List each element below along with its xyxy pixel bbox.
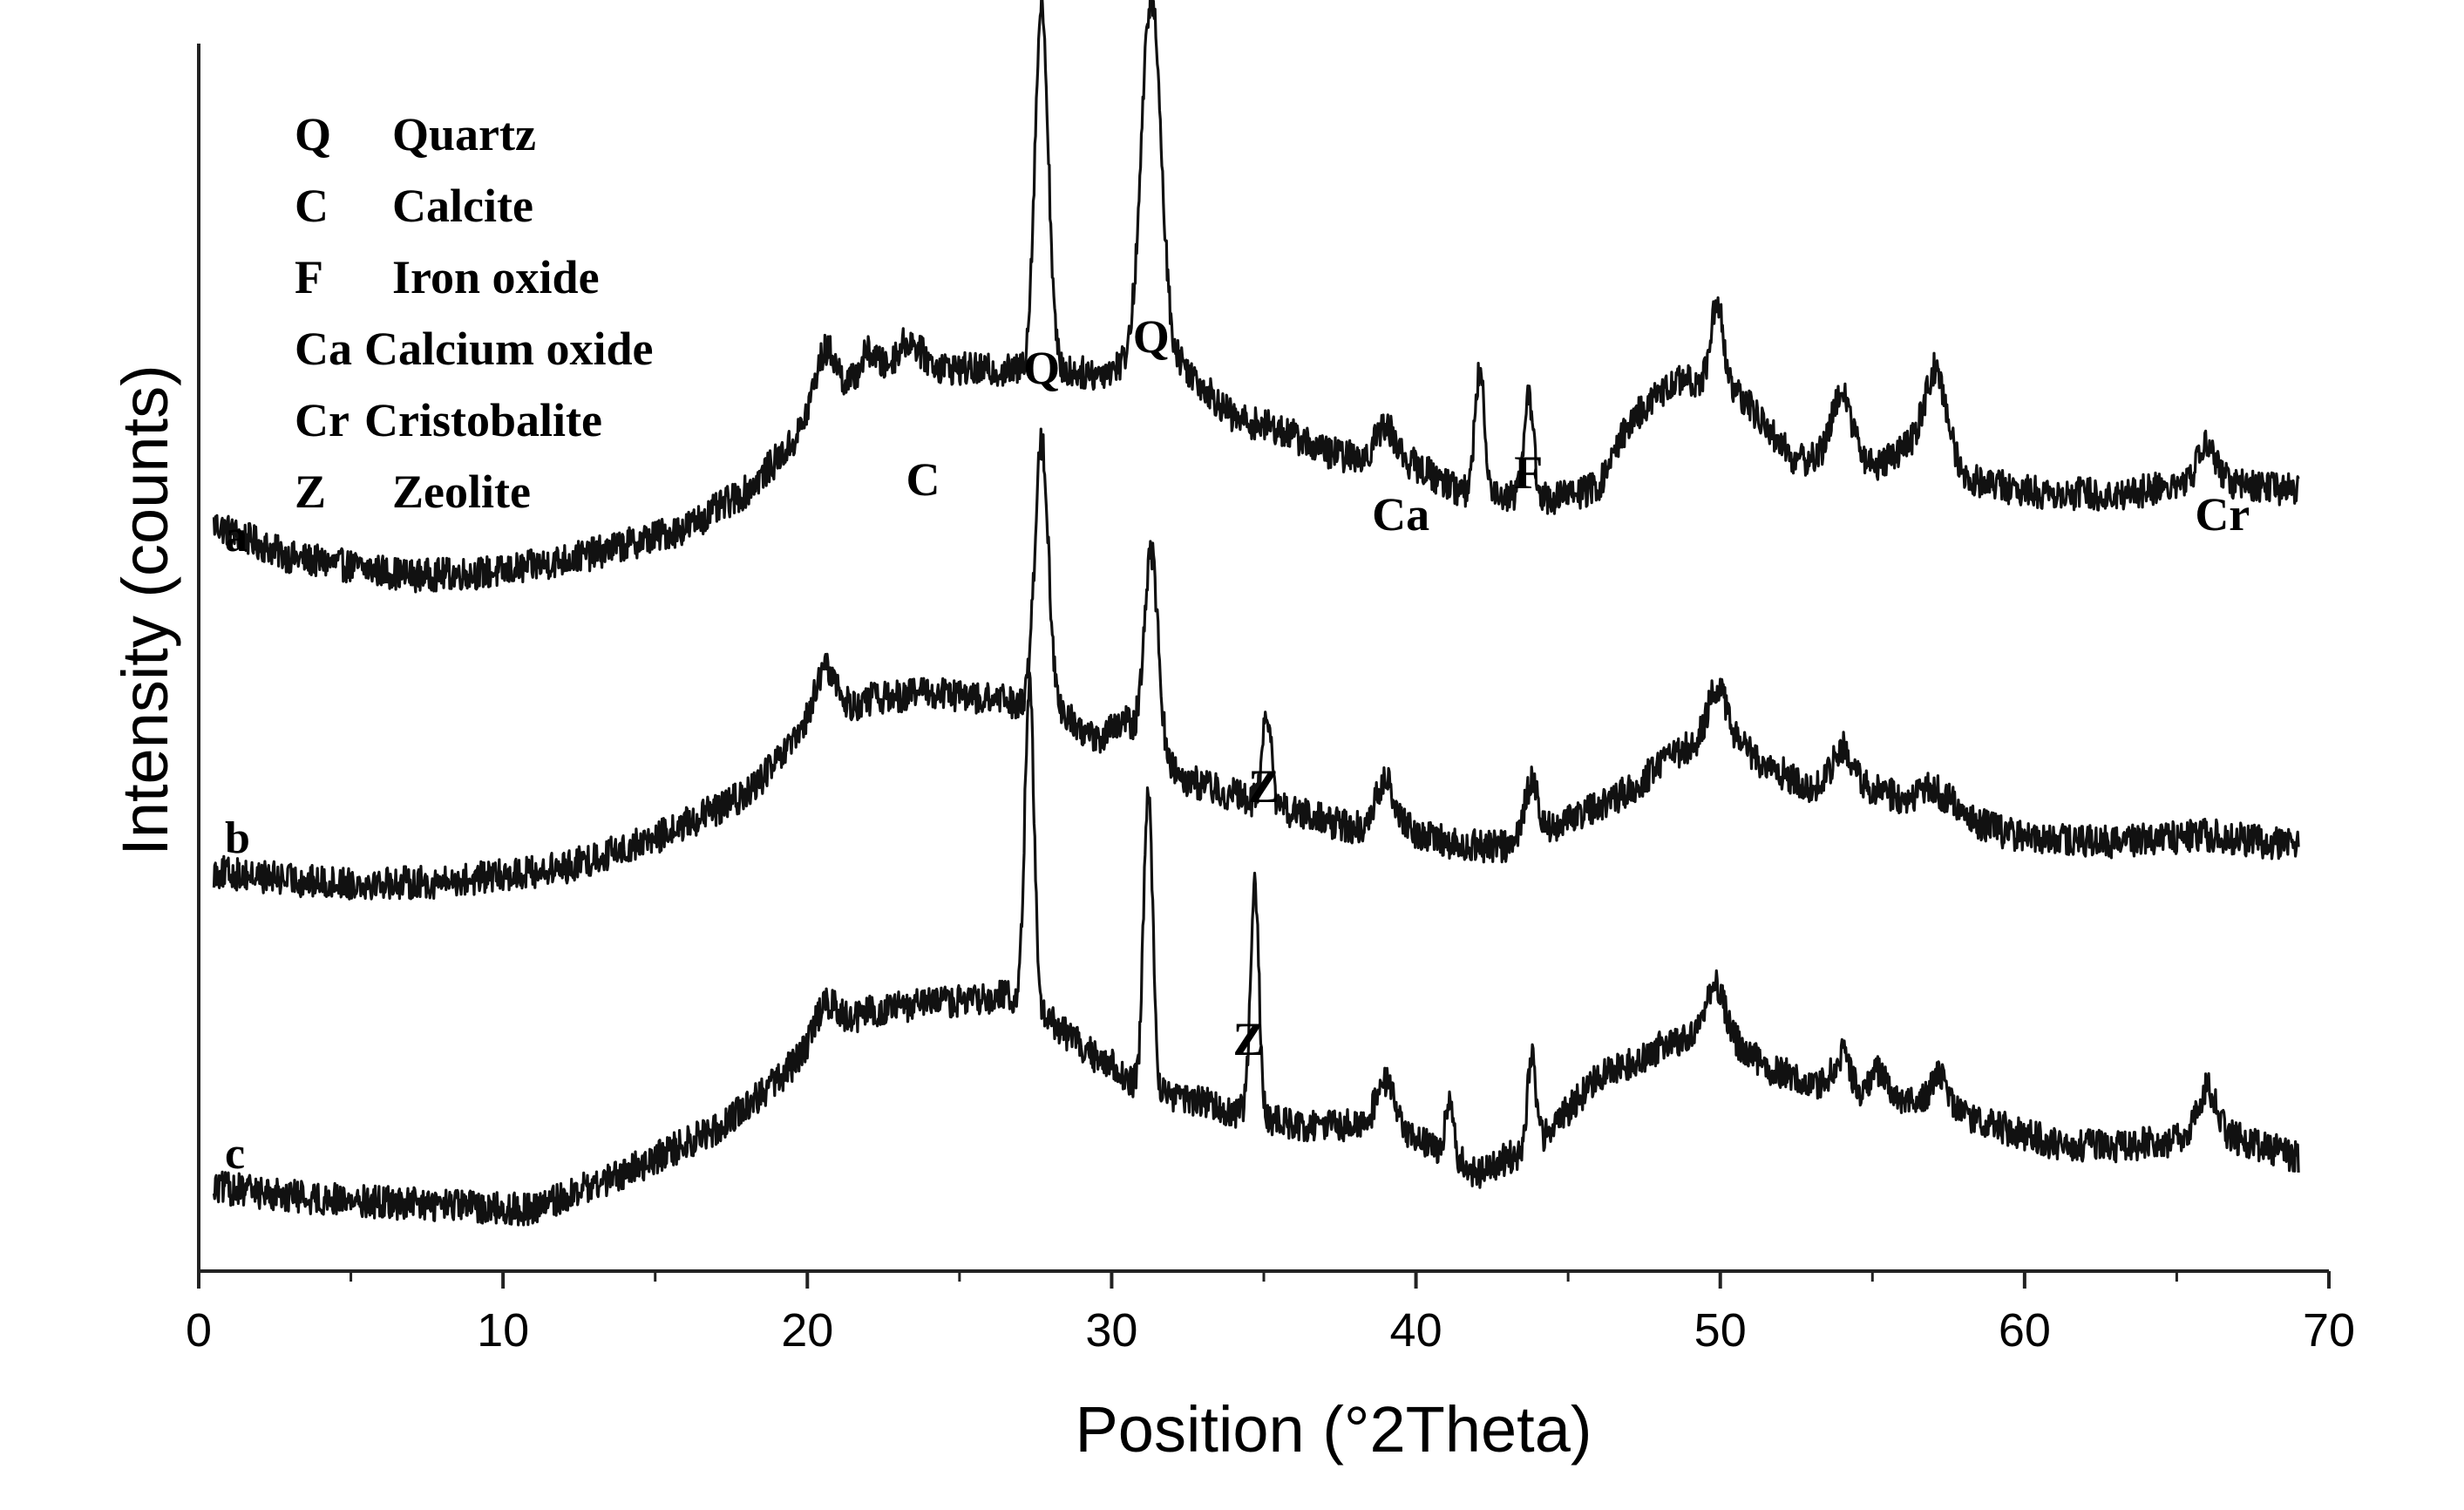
xrd-traces [212,0,2300,1227]
x-tick-label: 40 [1390,1304,1442,1357]
legend: Q Quartz C Calcite F Iron oxide Ca Calcium oxid… [295,108,654,518]
trace-b [212,427,2300,901]
legend-name: Calcium oxide [364,323,654,375]
trace-label-a: a [225,512,248,561]
legend-symbol: Z [295,466,326,518]
peak-label-q: Q [1133,310,1170,363]
peak-label-c: C [906,453,940,506]
legend-name: Calcite [392,180,533,232]
trace-c [212,671,2300,1227]
legend-name: Iron oxide [392,251,600,303]
peak-label-z: Z [1248,760,1280,813]
peak-label-ca: Ca [1372,488,1429,541]
trace-labels: a b c [225,512,250,1179]
x-tick-label: 0 [186,1304,212,1357]
peak-label-q: Q [1023,342,1060,394]
legend-name: Cristobalite [364,394,602,446]
x-tick-label: 20 [781,1304,833,1357]
x-tick-label: 70 [2303,1304,2355,1357]
trace-label-c: c [225,1129,245,1179]
x-axis-ticks: 0 10 20 30 40 50 60 70 [186,1271,2355,1357]
x-tick-label: 30 [1085,1304,1137,1357]
legend-name: Quartz [392,108,536,160]
peak-annotations: Q Q C Ca F Cr Z Z [906,310,2250,1065]
legend-symbol: F [295,251,323,303]
peak-label-cr: Cr [2195,488,2250,541]
x-tick-label: 50 [1694,1304,1747,1357]
x-tick-label: 60 [1999,1304,2051,1357]
legend-name: Zeolite [392,466,531,518]
legend-symbol: Ca [295,323,352,375]
x-tick-label: 10 [477,1304,529,1357]
legend-symbol: Q [295,108,331,160]
peak-label-f: F [1514,446,1543,499]
trace-a [212,0,2300,594]
trace-label-b: b [225,813,250,863]
legend-symbol: C [295,180,329,232]
peak-label-z: Z [1233,1013,1265,1065]
y-axis-title: Intensity (counts) [109,364,181,855]
x-axis-title: Position (°2Theta) [1075,1393,1592,1466]
legend-symbol: Cr [295,394,350,446]
